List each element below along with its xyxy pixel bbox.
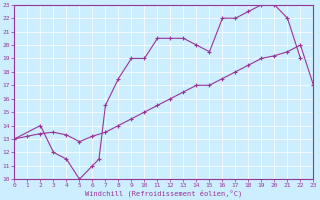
X-axis label: Windchill (Refroidissement éolien,°C): Windchill (Refroidissement éolien,°C): [85, 190, 243, 197]
